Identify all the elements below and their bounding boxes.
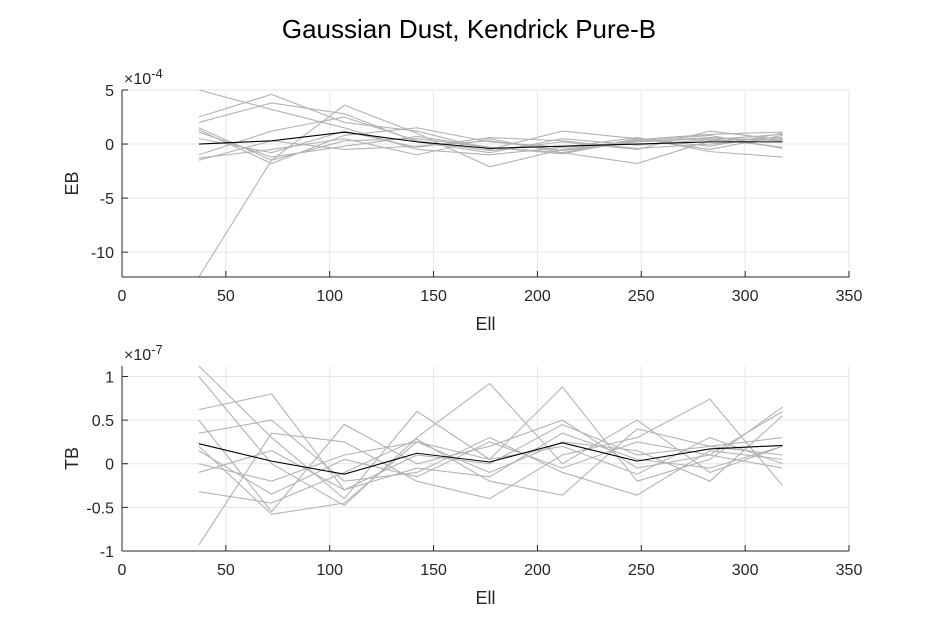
x-tick-label: 200 <box>524 562 551 579</box>
realization-line-7 <box>198 127 783 165</box>
realization-line-9 <box>198 138 783 161</box>
x-tick-label: 350 <box>836 288 863 305</box>
y-exponent-label: ×10-4 <box>124 66 163 88</box>
realization-line-9 <box>198 436 783 482</box>
y-tick-label: 0 <box>105 137 114 154</box>
realization-line-11 <box>198 131 783 158</box>
x-tick-label: 200 <box>524 288 551 305</box>
y-tick-label: 5 <box>105 83 114 100</box>
x-tick-label: 0 <box>118 288 127 305</box>
y-axis-label: EB <box>62 171 82 195</box>
y-tick-label: -1 <box>100 544 114 561</box>
x-tick-label: 350 <box>836 562 863 579</box>
series-group <box>198 366 783 546</box>
realization-line-7 <box>198 415 783 515</box>
y-exponent-label: ×10-7 <box>124 342 163 364</box>
x-axis-label: Ell <box>475 588 495 608</box>
x-tick-label: 250 <box>628 288 655 305</box>
x-tick-label: 150 <box>420 562 447 579</box>
plot-area <box>122 90 849 277</box>
x-tick-label: 50 <box>217 288 235 305</box>
x-tick-label: 250 <box>628 562 655 579</box>
y-exponent-power: -7 <box>151 342 163 357</box>
y-exponent-power: -4 <box>151 66 163 81</box>
x-tick-label: 0 <box>118 562 127 579</box>
realization-line-10 <box>198 130 783 154</box>
realization-line-2 <box>198 376 783 507</box>
x-tick-label: 300 <box>732 562 759 579</box>
x-tick-label: 150 <box>420 288 447 305</box>
mean-line <box>198 442 783 475</box>
realization-line-6 <box>198 428 783 504</box>
realization-line-11 <box>198 441 783 495</box>
realization-line-8 <box>198 102 783 154</box>
y-tick-label: 1 <box>105 369 114 386</box>
y-tick-label: 0 <box>105 457 114 474</box>
realization-line-6 <box>198 116 783 156</box>
x-tick-label: 100 <box>316 562 343 579</box>
x-tick-label: 50 <box>217 562 235 579</box>
y-axis-label: TB <box>62 447 82 470</box>
y-tick-label: 0.5 <box>92 413 114 430</box>
subplot-2: 0 50 100 150 200 250 300 350 1 0.5 0 -0.5 -1 ×10-7 Ell… <box>62 342 862 608</box>
y-tick-label: -10 <box>91 245 114 262</box>
series-group <box>198 90 783 277</box>
x-axis-label: Ell <box>475 314 495 334</box>
figure-title: Gaussian Dust, Kendrick Pure-B <box>281 14 657 44</box>
realization-line-10 <box>198 432 783 491</box>
y-tick-label: -5 <box>100 191 114 208</box>
realization-line-1 <box>198 90 783 156</box>
mean-line <box>198 131 783 149</box>
y-tick-label: -0.5 <box>86 500 114 517</box>
x-tick-label: 300 <box>732 288 759 305</box>
x-tick-label: 100 <box>316 288 343 305</box>
realization-line-4 <box>198 398 783 546</box>
